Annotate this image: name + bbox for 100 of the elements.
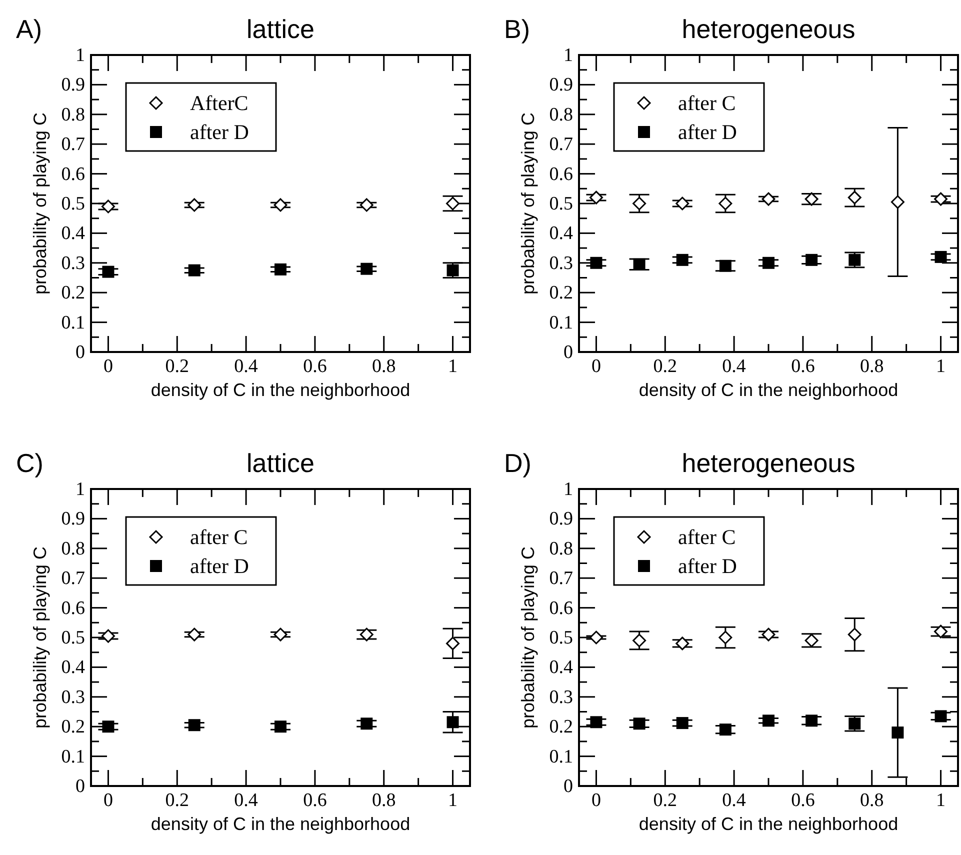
y-tick-label: 0.2 — [61, 282, 85, 304]
x-tick-label: 1 — [936, 790, 946, 811]
y-tick-label: 0.3 — [549, 686, 573, 708]
x-tick-label: 0.6 — [791, 356, 815, 377]
legend-label: after C — [678, 91, 736, 115]
legend-label: after C — [678, 525, 736, 549]
y-tick-label: 0.5 — [61, 194, 85, 214]
point — [934, 624, 948, 638]
y-tick-label: 0.2 — [549, 716, 573, 738]
x-tick-label: 0.4 — [234, 356, 258, 377]
x-tick-label: 0.2 — [653, 790, 678, 811]
point — [360, 628, 374, 642]
y-tick-label: 0.8 — [61, 104, 85, 126]
y-tick-label: 0.8 — [61, 538, 85, 560]
chart-title: lattice — [246, 14, 314, 44]
point — [890, 195, 904, 209]
legend-label: after D — [190, 120, 249, 144]
point — [360, 198, 374, 212]
y-tick-label: 1 — [564, 45, 573, 66]
point — [762, 714, 774, 727]
point — [848, 254, 861, 266]
point — [934, 250, 947, 263]
point — [676, 196, 690, 210]
point — [633, 718, 646, 730]
x-tick-label: 0.8 — [372, 356, 396, 377]
point — [274, 720, 286, 733]
y-tick-label: 0.3 — [61, 252, 85, 274]
point — [188, 264, 200, 276]
x-tick-label: 0.4 — [722, 790, 746, 811]
y-tick-label: 0.4 — [61, 223, 86, 244]
y-tick-label: 0.9 — [61, 508, 85, 530]
y-tick-label: 0.6 — [549, 598, 573, 619]
x-tick-label: 0 — [103, 356, 113, 377]
point — [102, 266, 114, 278]
x-tick-label: 0.4 — [234, 790, 258, 811]
x-tick-label: 0.4 — [722, 356, 746, 377]
point — [632, 634, 646, 648]
y-tick-label: 0 — [564, 342, 573, 363]
point — [188, 198, 202, 212]
y-tick-label: 0.7 — [61, 134, 85, 156]
point — [632, 196, 646, 210]
point — [718, 630, 732, 644]
point — [762, 256, 774, 269]
y-tick-label: 0.1 — [549, 746, 573, 768]
text: D) — [504, 448, 532, 478]
x-tick-label: 0 — [591, 790, 601, 811]
y-tick-label: 0.1 — [61, 746, 85, 768]
text: A) — [16, 14, 42, 44]
y-tick-label: 0.1 — [549, 312, 573, 334]
point — [718, 196, 732, 210]
y-tick-label: 0.8 — [549, 538, 573, 560]
point — [806, 254, 818, 266]
point — [719, 260, 732, 272]
y-tick-label: 0.5 — [549, 194, 573, 214]
point — [719, 724, 732, 736]
y-tick-label: 0.7 — [549, 568, 573, 590]
y-axis-title: probability of playing C — [518, 112, 538, 295]
x-tick-label: 0 — [103, 790, 113, 811]
x-tick-label: 0 — [591, 356, 601, 377]
x-tick-label: 0.2 — [165, 356, 190, 377]
legend-label: after C — [190, 525, 248, 549]
point — [274, 628, 288, 642]
point — [892, 726, 904, 739]
x-tick-label: 0.8 — [860, 790, 884, 811]
x-tick-label: 0.6 — [303, 790, 327, 811]
point — [589, 630, 603, 644]
point — [676, 717, 688, 730]
point — [934, 192, 948, 206]
legend-label: AfterC — [190, 91, 248, 115]
point — [101, 200, 115, 214]
point — [589, 190, 603, 204]
y-tick-label: 0 — [76, 776, 85, 797]
y-tick-label: 0.9 — [549, 508, 573, 530]
y-tick-label: 0.5 — [549, 628, 573, 648]
chart-title: heterogeneous — [682, 14, 856, 44]
point — [360, 718, 373, 730]
text: C) — [16, 448, 44, 478]
point — [676, 636, 690, 650]
x-tick-label: 0.6 — [791, 790, 815, 811]
y-axis-title: probability of playing C — [518, 546, 538, 729]
x-tick-label: 1 — [448, 790, 458, 811]
point — [762, 192, 776, 206]
y-tick-label: 0.7 — [549, 134, 573, 156]
y-tick-label: 0.3 — [61, 686, 85, 708]
point — [360, 262, 373, 275]
point — [590, 716, 602, 728]
point — [804, 634, 818, 648]
x-tick-label: 1 — [448, 356, 458, 377]
y-tick-label: 0.2 — [549, 282, 573, 304]
y-axis-title: probability of playing C — [30, 112, 50, 295]
x-tick-label: 0.2 — [653, 356, 678, 377]
x-tick-label: 0.2 — [165, 790, 190, 811]
y-tick-label: 0.6 — [61, 164, 85, 185]
y-tick-label: 0.4 — [549, 657, 574, 678]
y-tick-label: 0.8 — [549, 104, 573, 126]
x-tick-label: 0.8 — [372, 790, 396, 811]
y-tick-label: 0.7 — [61, 568, 85, 590]
y-tick-label: 0.5 — [61, 628, 85, 648]
x-axis-title: density of C in the neighborhood — [638, 814, 898, 834]
point — [848, 190, 862, 204]
